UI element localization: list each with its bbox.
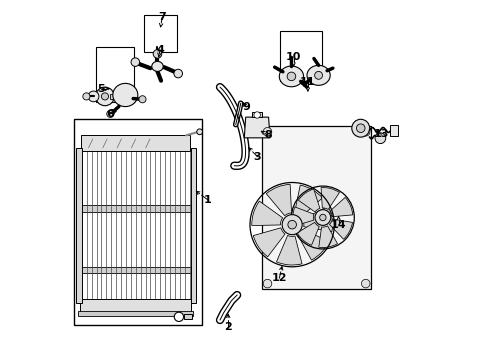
Bar <box>79 267 192 273</box>
Text: 9: 9 <box>242 102 250 112</box>
Wedge shape <box>253 228 285 257</box>
Wedge shape <box>266 184 292 216</box>
Text: 7: 7 <box>158 13 166 22</box>
Circle shape <box>174 69 182 78</box>
Bar <box>144 15 177 52</box>
Circle shape <box>101 93 109 100</box>
Text: 8: 8 <box>264 130 272 140</box>
Text: 6: 6 <box>106 109 114 119</box>
Wedge shape <box>297 222 319 245</box>
Ellipse shape <box>113 84 138 107</box>
Circle shape <box>352 119 369 137</box>
Bar <box>81 135 190 152</box>
Ellipse shape <box>279 66 304 87</box>
Text: 5: 5 <box>98 84 105 94</box>
Text: 10: 10 <box>286 52 301 62</box>
Circle shape <box>139 96 146 103</box>
Text: 11: 11 <box>300 77 316 87</box>
Bar <box>280 31 322 81</box>
Circle shape <box>319 214 326 221</box>
Circle shape <box>315 210 331 225</box>
Circle shape <box>282 215 302 235</box>
Bar <box>252 112 262 117</box>
Circle shape <box>254 112 260 118</box>
Bar <box>390 125 398 136</box>
Circle shape <box>263 127 272 136</box>
Bar <box>184 314 193 319</box>
Bar <box>79 205 192 212</box>
Bar <box>74 119 202 325</box>
Wedge shape <box>252 201 283 226</box>
Ellipse shape <box>152 62 163 71</box>
Wedge shape <box>329 219 352 239</box>
Text: 2: 2 <box>224 322 232 332</box>
Bar <box>79 298 192 312</box>
Circle shape <box>96 87 114 106</box>
Wedge shape <box>330 197 353 217</box>
Circle shape <box>88 91 99 102</box>
Circle shape <box>197 129 202 135</box>
Bar <box>78 311 193 316</box>
Text: 1: 1 <box>204 195 211 204</box>
Bar <box>96 47 134 102</box>
Circle shape <box>83 93 90 100</box>
Wedge shape <box>294 185 322 217</box>
Wedge shape <box>321 188 340 210</box>
Circle shape <box>362 279 370 288</box>
Circle shape <box>362 127 370 136</box>
Bar <box>76 148 82 303</box>
Bar <box>192 148 196 303</box>
Circle shape <box>174 312 184 321</box>
Wedge shape <box>319 226 338 248</box>
Wedge shape <box>298 189 320 212</box>
Circle shape <box>107 111 114 117</box>
Wedge shape <box>293 207 314 226</box>
Text: 13: 13 <box>374 129 389 139</box>
Ellipse shape <box>307 65 330 85</box>
Circle shape <box>315 71 322 79</box>
Text: 14: 14 <box>331 220 346 230</box>
Circle shape <box>131 58 140 66</box>
Bar <box>110 94 118 99</box>
Text: 3: 3 <box>254 152 261 162</box>
Text: 4: 4 <box>156 45 164 55</box>
Circle shape <box>356 124 365 132</box>
Circle shape <box>287 72 296 81</box>
Circle shape <box>263 279 272 288</box>
Bar <box>262 126 371 289</box>
Circle shape <box>375 133 386 144</box>
Wedge shape <box>303 206 333 232</box>
Polygon shape <box>245 117 270 138</box>
Wedge shape <box>276 235 302 265</box>
Circle shape <box>153 50 162 58</box>
Wedge shape <box>298 229 329 260</box>
Circle shape <box>288 220 296 229</box>
Text: 12: 12 <box>271 273 287 283</box>
